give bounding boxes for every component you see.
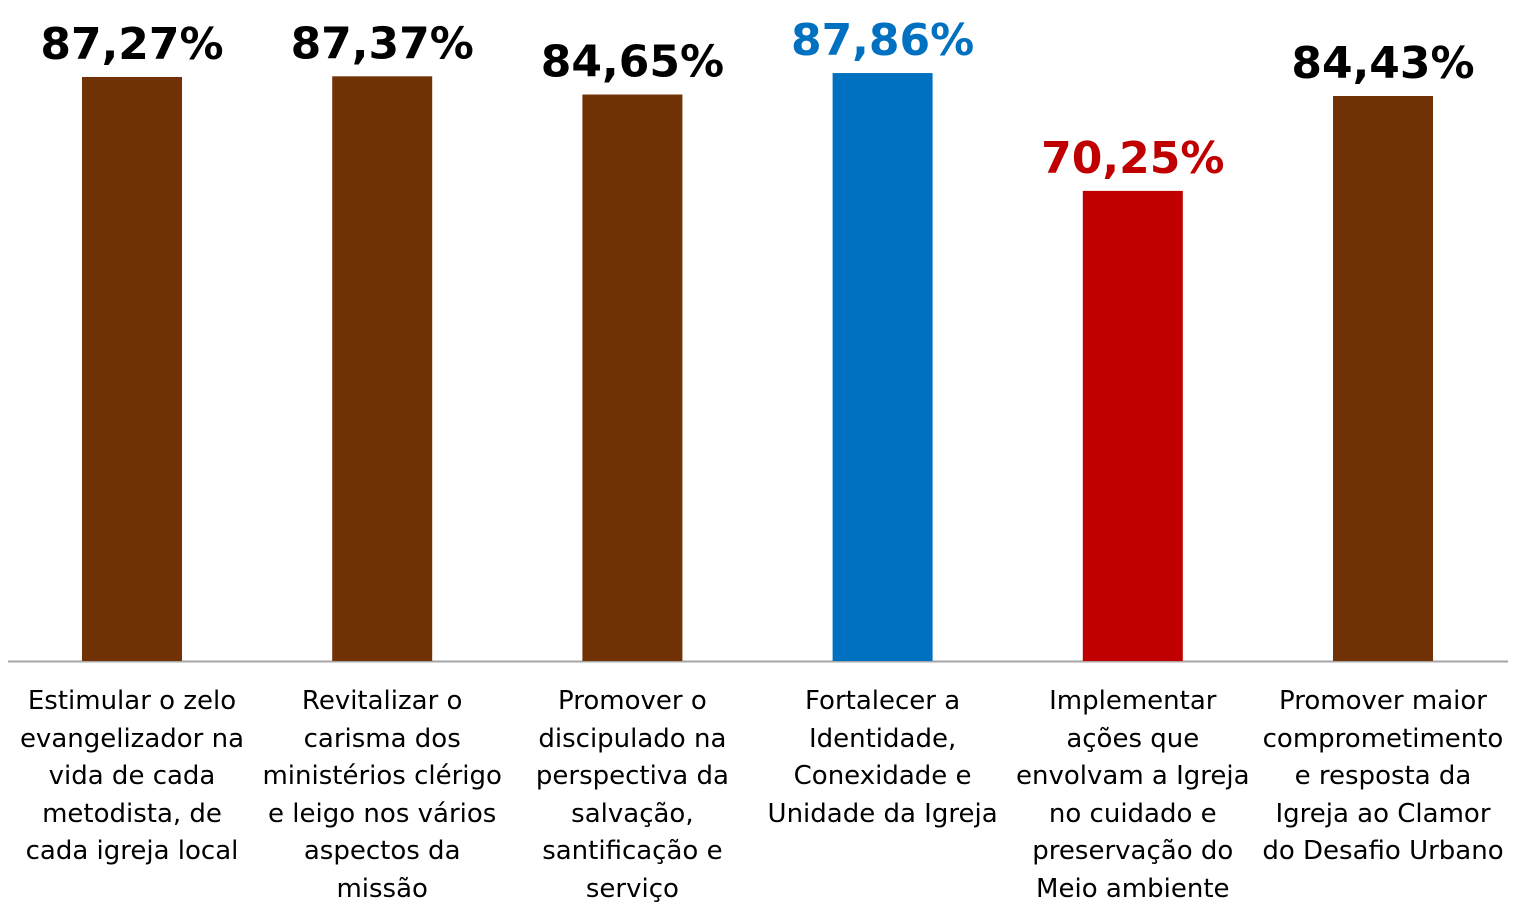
bar	[1082, 190, 1183, 661]
value-label: 70,25%	[1041, 133, 1224, 184]
value-label: 87,86%	[791, 15, 974, 66]
category-label: Revitalizar o carisma dos ministérios cl…	[262, 686, 502, 904]
value-label: 84,43%	[1291, 38, 1474, 89]
bar	[582, 94, 683, 661]
value-label: 84,65%	[541, 37, 724, 88]
category-label: Promover maior comprometimento e respost…	[1262, 686, 1504, 866]
category-label: Implementar ações que envolvam a Igreja …	[1016, 686, 1250, 904]
category-label: Promover o discipulado na perspectiva da…	[535, 686, 729, 904]
bar	[832, 73, 933, 661]
bar	[332, 76, 433, 662]
category-label: Estimular o zelo evangelizador na vida d…	[19, 686, 245, 866]
value-label: 87,27%	[40, 19, 223, 70]
bar	[82, 76, 182, 662]
category-label: Fortalecer a Identidade, Conexidade e Un…	[767, 686, 998, 829]
bar	[1333, 95, 1433, 661]
value-label: 87,37%	[291, 18, 474, 69]
